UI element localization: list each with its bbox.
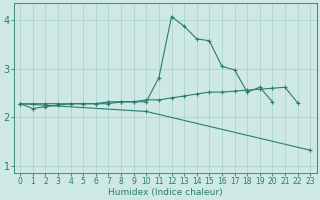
X-axis label: Humidex (Indice chaleur): Humidex (Indice chaleur) [108, 188, 222, 197]
